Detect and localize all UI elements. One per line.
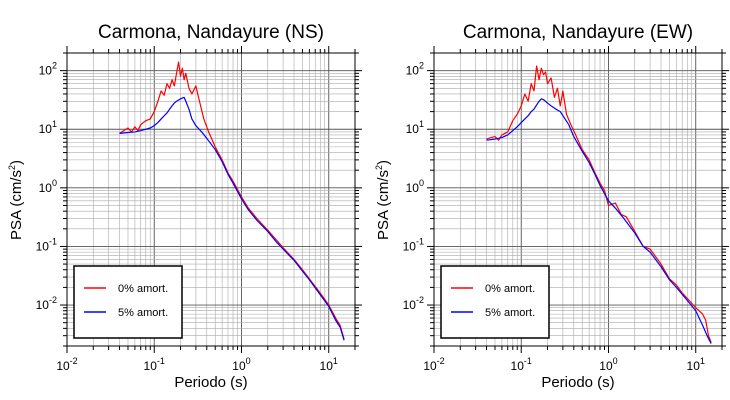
x-tick-label-ns: 101 xyxy=(320,356,338,373)
plot-frame-ns xyxy=(66,52,356,347)
x-tick-label-ew: 10-2 xyxy=(423,356,444,373)
series-lines-ew xyxy=(486,65,712,344)
y-tick-label-ns: 102 xyxy=(39,61,57,78)
plot-frame-ew xyxy=(433,52,723,347)
legend-label-5pct-ew: 5% amort. xyxy=(485,307,535,319)
y-tick-label-ew: 10-1 xyxy=(403,236,424,253)
y-axis-label-ew: PSA (cm/s2) xyxy=(374,160,392,240)
legend-ns: 0% amort. 5% amort. xyxy=(73,265,183,339)
chart-panel-ns: Carmona, Nandayure (NS) 10-2 10-1 100 101 1… xyxy=(7,22,362,391)
chart-title-ns: Carmona, Nandayure (NS) xyxy=(98,22,324,43)
y-tick-label-ew: 101 xyxy=(406,119,424,136)
legend-label-5pct-ns: 5% amort. xyxy=(118,307,168,319)
x-tick-label-ns: 10-2 xyxy=(56,356,77,373)
x-tick-labels-ew: 10-2 10-1 100 101 xyxy=(423,356,705,373)
x-axis-label-ns: Periodo (s) xyxy=(174,374,247,391)
legend-box-ns xyxy=(73,265,183,339)
y-tick-labels-ns: 10-2 10-1 100 101 102 xyxy=(36,61,57,312)
y-tick-label-ew: 10-2 xyxy=(403,295,424,312)
tick-marks-ns xyxy=(60,46,362,353)
chart-panel-ew: Carmona, Nandayure (EW) 10-2 10-1 100 101 1… xyxy=(374,22,729,391)
series-line-5pct-ew xyxy=(486,98,712,344)
series-line-5pct-ns xyxy=(119,96,345,341)
legend-label-0pct-ns: 0% amort. xyxy=(118,283,168,295)
legend-box-ew xyxy=(440,265,550,339)
y-tick-label-ns: 101 xyxy=(39,119,57,136)
series-line-0pct-ns xyxy=(119,61,345,340)
y-tick-label-ns: 10-1 xyxy=(36,236,57,253)
x-tick-labels-ns: 10-2 10-1 100 101 xyxy=(56,356,338,373)
x-tick-label-ns: 10-1 xyxy=(144,356,165,373)
chart-title-ew: Carmona, Nandayure (EW) xyxy=(463,22,693,43)
y-tick-labels-ew: 10-2 10-1 100 101 102 xyxy=(403,61,424,312)
y-tick-label-ns: 10-2 xyxy=(36,295,57,312)
x-tick-label-ns: 100 xyxy=(232,356,250,373)
legend-ew: 0% amort. 5% amort. xyxy=(440,265,550,339)
y-tick-label-ew: 100 xyxy=(406,178,424,195)
y-tick-label-ns: 100 xyxy=(39,178,57,195)
x-tick-label-ew: 100 xyxy=(599,356,617,373)
legend-label-0pct-ew: 0% amort. xyxy=(485,283,535,295)
x-axis-label-ew: Periodo (s) xyxy=(541,374,614,391)
y-tick-label-ew: 102 xyxy=(406,61,424,78)
x-tick-label-ew: 101 xyxy=(687,356,705,373)
series-lines-ns xyxy=(119,61,345,341)
y-axis-label-ns: PSA (cm/s2) xyxy=(7,160,25,240)
tick-marks-ew xyxy=(427,46,729,353)
x-tick-label-ew: 10-1 xyxy=(511,356,532,373)
